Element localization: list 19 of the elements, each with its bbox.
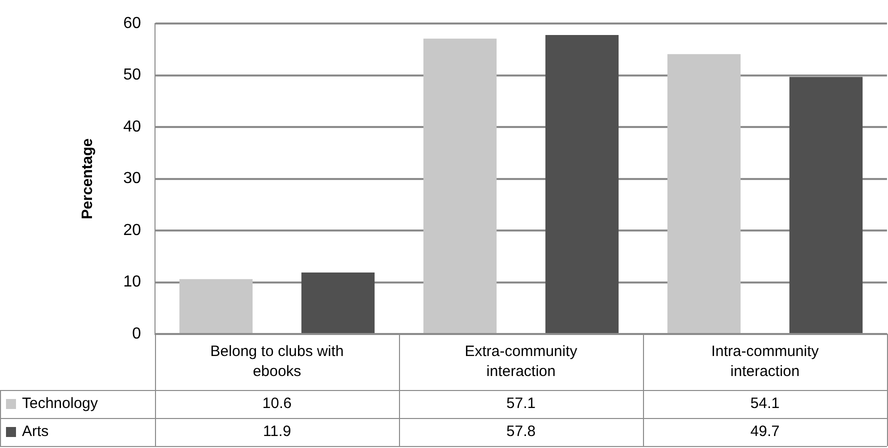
data-label: 57.8 <box>506 423 536 440</box>
legend-label: Arts <box>22 423 49 440</box>
y-tick-label: 50 <box>123 66 142 84</box>
x-tick-label: Extra-community interaction <box>464 343 578 380</box>
data-label: 54.1 <box>750 395 780 412</box>
y-tick-label: 60 <box>123 15 142 32</box>
data-label: 57.1 <box>506 395 536 412</box>
y-tick-label: 0 <box>132 325 142 342</box>
y-tick-label: 10 <box>123 274 142 291</box>
y-axis-title: Percentage <box>79 138 96 220</box>
data-label: 11.9 <box>262 423 292 440</box>
data-label: 49.7 <box>750 423 780 440</box>
data-label: 10.6 <box>262 395 292 412</box>
y-tick-label: 20 <box>123 222 142 239</box>
y-tick-label: 40 <box>123 118 142 136</box>
y-tick-label: 30 <box>123 170 142 188</box>
x-tick-label: Belong to clubs with ebooks <box>210 343 344 380</box>
legend-label: Technology <box>22 395 98 412</box>
x-tick-label: Intra-community interaction <box>711 343 820 380</box>
